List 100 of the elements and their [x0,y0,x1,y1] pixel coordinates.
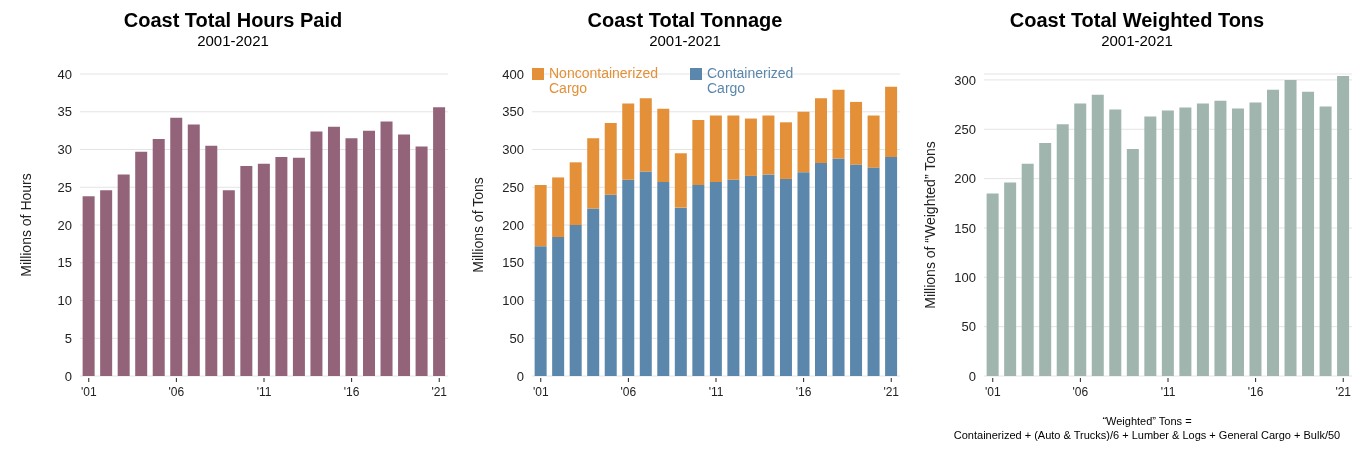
bar [433,107,446,376]
bar [604,123,617,195]
bar [82,196,95,376]
x-tick-label: '21 [431,385,448,399]
y-tick-label: 15 [57,255,72,271]
y-tick-label: 350 [502,104,524,120]
y-tick-label: 300 [502,142,524,158]
bar [552,237,565,376]
bar [850,101,863,165]
bar [674,153,687,208]
y-tick-label: 50 [961,319,976,335]
y-tick-label: 35 [57,104,72,120]
bar [622,179,635,376]
bar [205,145,218,376]
y-tick-label: 250 [502,179,524,195]
bar [1091,94,1104,376]
bar [1161,110,1174,376]
y-tick-label: 30 [57,142,72,158]
chart-subtitle: 2001-2021 [196,32,270,50]
x-tick-label: '11 [256,385,272,399]
bar [744,175,757,376]
bar [674,207,687,376]
bar [1284,79,1297,376]
legend-label: Noncontainerized Cargo [549,65,659,96]
bar [534,184,547,247]
x-tick-label: '16 [795,385,812,399]
y-axis-title: Millions of Hours [17,173,34,277]
chart-subtitle: 2001-2021 [1100,32,1174,50]
bar [604,194,617,376]
x-tick-label: '06 [1072,385,1089,399]
y-tick-label: 5 [64,330,72,346]
chart-subtitle: 2001-2021 [648,32,722,50]
bar [692,120,705,185]
x-tick-label: '16 [1247,385,1264,399]
bar [135,151,148,376]
bar [1126,149,1139,376]
bar [1021,163,1034,376]
x-tick-label: '11 [708,385,724,399]
bar [779,178,792,376]
bar [832,158,845,376]
bar [587,208,600,376]
y-tick-label: 40 [57,66,72,82]
bar [569,162,582,225]
bar [1196,103,1209,376]
bar [152,138,165,376]
x-tick-label: '01 [80,385,97,399]
bar [1074,103,1087,376]
y-tick-label: 0 [968,368,976,384]
bar [744,118,757,176]
bar [398,134,411,376]
x-tick-label: '06 [620,385,637,399]
y-tick-label: 300 [954,72,976,88]
chart-title: Coast Total Weighted Tons [1008,8,1266,32]
bar [639,171,652,376]
bar [709,115,722,182]
x-tick-label: '21 [1335,385,1352,399]
y-tick-label: 150 [502,255,524,271]
y-tick-label: 200 [502,217,524,233]
y-tick-label: 20 [57,217,72,233]
bar [885,86,898,158]
bar [587,138,600,209]
bar [222,190,235,376]
bar [727,115,740,180]
y-tick-label: 150 [954,220,976,236]
text: Containerized + (Auto & Trucks)/6 + Lumber & Logs + General Cargo + Bulk/50 [952,428,1342,442]
bar [832,89,845,159]
bar [815,163,828,376]
bar [797,172,810,376]
bar [867,115,880,168]
y-tick-label: 250 [954,121,976,137]
bar [762,115,775,175]
bar [639,98,652,172]
bar [986,193,999,376]
bar [345,138,358,376]
bar [1267,89,1280,376]
bar [100,190,113,376]
x-tick-label: '21 [883,385,900,399]
bar [1231,108,1244,376]
x-tick-label: '01 [532,385,549,399]
x-tick-label: '11 [1160,385,1176,399]
y-tick-label: 10 [57,293,72,309]
bar [187,124,200,376]
bar [885,157,898,376]
y-tick-label: 25 [57,179,72,195]
bar [415,146,428,376]
y-tick-label: 50 [509,330,524,346]
bar [1179,107,1192,376]
bar [850,164,863,376]
bar [310,131,323,376]
bar [327,126,340,376]
bar [257,163,270,376]
y-axis-title: Millions of Tons [469,177,486,273]
bar [1214,100,1227,376]
y-axis-title: Millions of “Weighted” Tons [921,141,938,309]
bar [1004,182,1017,376]
bar [1144,116,1157,376]
bar [1039,143,1052,376]
bar [797,111,810,173]
y-tick-label: 100 [954,269,976,285]
bar [292,157,305,376]
